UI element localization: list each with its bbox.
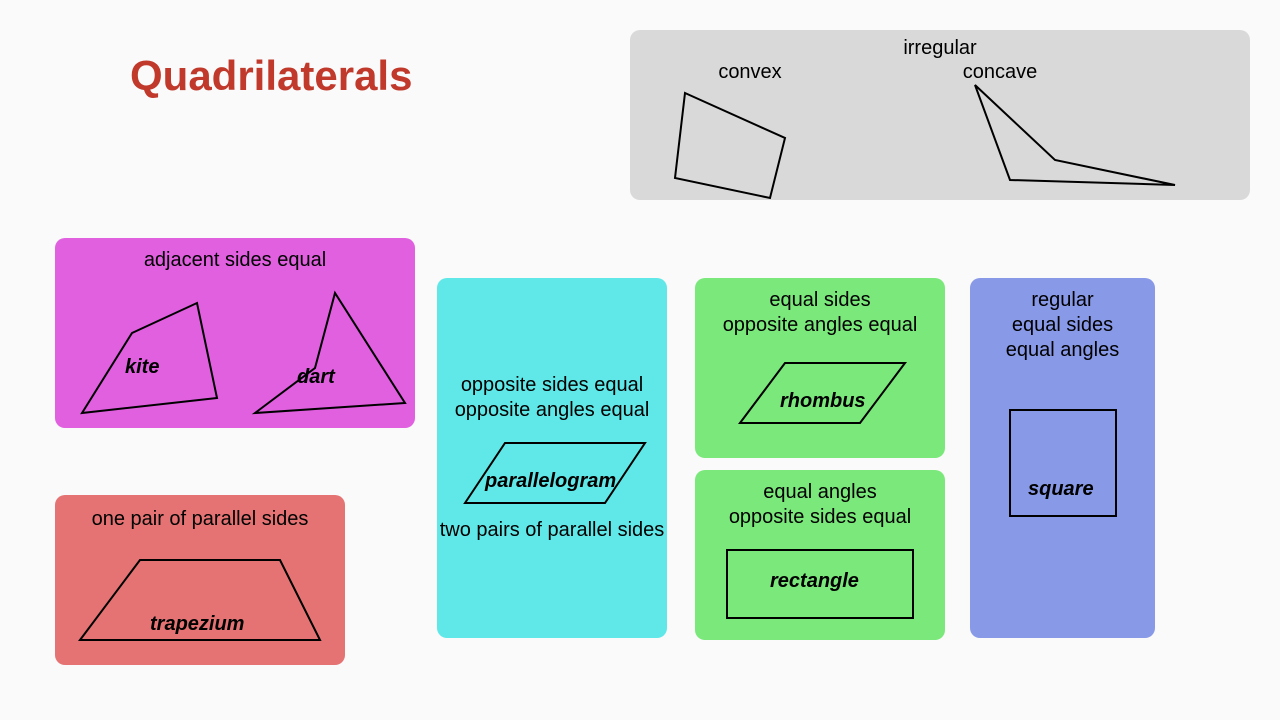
square-title2: equal sides bbox=[970, 313, 1155, 338]
trapezium-panel-title: one pair of parallel sides bbox=[55, 495, 345, 532]
square-label: square bbox=[1028, 478, 1094, 501]
kite-panel: adjacent sides equal kite dart bbox=[55, 238, 415, 428]
rectangle-panel: equal angles opposite sides equal rectan… bbox=[695, 470, 945, 640]
rectangle-label: rectangle bbox=[770, 570, 859, 593]
rectangle-title1: equal angles bbox=[695, 470, 945, 505]
square-title1: regular bbox=[970, 278, 1155, 313]
rectangle-title2: opposite sides equal bbox=[695, 505, 945, 530]
parallelogram-title2: opposite angles equal bbox=[437, 398, 667, 423]
parallelogram-panel: opposite sides equal opposite angles equ… bbox=[437, 278, 667, 638]
rhombus-title2: opposite angles equal bbox=[695, 313, 945, 338]
kite-label: kite bbox=[125, 356, 159, 379]
irregular-panel: irregular convex concave bbox=[630, 30, 1250, 200]
trapezium-label: trapezium bbox=[150, 613, 244, 636]
rhombus-panel: equal sides opposite angles equal rhombu… bbox=[695, 278, 945, 458]
parallelogram-title1: opposite sides equal bbox=[437, 373, 667, 398]
irregular-title: irregular bbox=[630, 30, 1250, 61]
square-title3: equal angles bbox=[970, 338, 1155, 363]
square-shape-icon bbox=[1008, 408, 1128, 528]
page-title: Quadrilaterals bbox=[130, 52, 412, 100]
rhombus-title1: equal sides bbox=[695, 278, 945, 313]
kite-panel-title: adjacent sides equal bbox=[55, 238, 415, 273]
convex-shape-icon bbox=[665, 78, 825, 208]
trapezium-shape-icon bbox=[70, 550, 340, 660]
concave-shape-icon bbox=[945, 80, 1205, 200]
parallelogram-footer: two pairs of parallel sides bbox=[437, 518, 667, 543]
dart-label: dart bbox=[297, 366, 335, 389]
rhombus-label: rhombus bbox=[780, 390, 866, 413]
square-panel: regular equal sides equal angles square bbox=[970, 278, 1155, 638]
trapezium-panel: one pair of parallel sides trapezium bbox=[55, 495, 345, 665]
parallelogram-label: parallelogram bbox=[485, 470, 616, 493]
dart-shape-icon bbox=[245, 283, 425, 433]
